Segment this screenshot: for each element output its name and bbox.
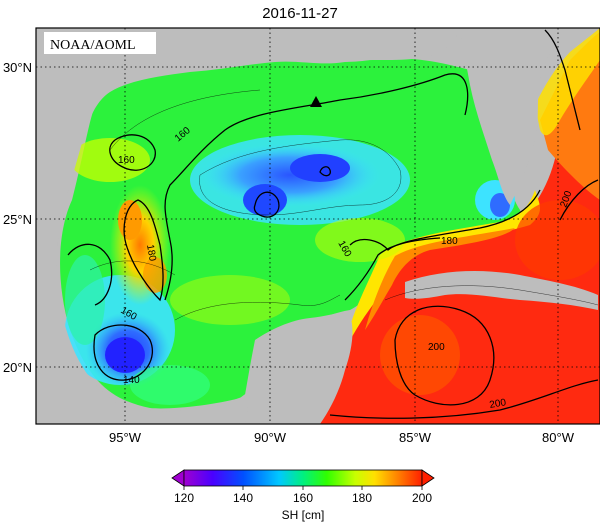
- map-area: [36, 28, 600, 424]
- west-coast-band: [65, 255, 105, 345]
- caribbean-eddy: [380, 315, 460, 395]
- west-low-center: [105, 337, 145, 373]
- contour-lines: [67, 29, 599, 419]
- north-west-high: [70, 138, 150, 182]
- thin-contours: [89, 89, 599, 321]
- contour-label: 160: [118, 155, 135, 166]
- bay-band: [130, 365, 210, 405]
- lon-tick-label: 95°W: [109, 430, 142, 445]
- contour-label: 180: [441, 236, 458, 247]
- gridlines: [36, 28, 600, 424]
- colorbar-title: SH [cm]: [282, 508, 325, 522]
- south-high: [170, 275, 290, 325]
- colorbar-ticks: [183, 486, 423, 490]
- colorbar-low-arrow: [171, 469, 185, 487]
- central-low-core: [200, 143, 380, 207]
- contour-label: 200: [489, 397, 508, 411]
- colorbar-tick-label: 180: [352, 491, 372, 505]
- loop-current-orange: [365, 228, 515, 330]
- contour-label: 140: [123, 375, 140, 386]
- florida-land: [460, 28, 560, 205]
- map-border: [35, 27, 600, 425]
- colorbar-tick-label: 120: [174, 491, 194, 505]
- gulf-water: [60, 58, 521, 409]
- lon-tick-label: 90°W: [254, 430, 287, 445]
- lat-tick-label: 20°N: [3, 360, 32, 375]
- contour-label: 180: [144, 244, 158, 263]
- contour-label: 200: [428, 342, 445, 353]
- colorbar: 120 140 160 180 200 SH [cm]: [171, 469, 435, 522]
- central-low-east: [290, 154, 350, 182]
- colorbar-high-arrow: [421, 469, 435, 487]
- map-title: 2016-11-27: [262, 5, 338, 22]
- triangle-marker: [310, 96, 322, 107]
- lon-tick-label: 80°W: [542, 430, 575, 445]
- cuba-land: [405, 270, 598, 310]
- caribbean-east: [515, 200, 600, 280]
- credit-box: [44, 32, 156, 54]
- mexico-land: [36, 240, 250, 424]
- central-low-center: [243, 184, 287, 216]
- colorbar-gradient: [183, 469, 423, 487]
- lat-tick-label: 25°N: [3, 212, 32, 227]
- credit-text: NOAA/AOML: [50, 38, 136, 53]
- colorbar-tick-label: 200: [412, 491, 432, 505]
- loop-current-band: [345, 190, 540, 350]
- florida-shelf-core: [490, 193, 510, 217]
- colorbar-tick-label: 160: [293, 491, 313, 505]
- colorbar-tick-label: 140: [233, 491, 253, 505]
- lon-tick-label: 85°W: [399, 430, 432, 445]
- yucatan-land: [240, 313, 353, 424]
- warm-eddy-south: [143, 257, 167, 293]
- lat-tick-label: 30°N: [3, 60, 32, 75]
